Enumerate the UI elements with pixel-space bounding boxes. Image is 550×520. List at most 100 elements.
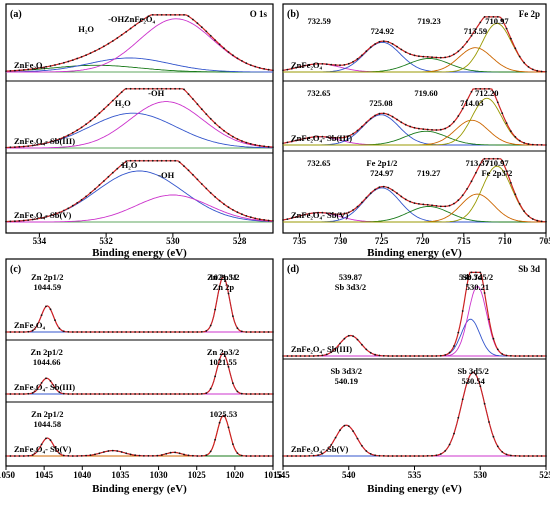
data-point xyxy=(435,205,438,207)
data-point xyxy=(174,14,177,16)
data-point xyxy=(365,450,368,452)
data-point xyxy=(431,204,433,207)
data-point xyxy=(479,385,482,388)
data-point xyxy=(466,99,468,102)
component-peak xyxy=(283,97,546,146)
data-point xyxy=(369,453,372,455)
data-point xyxy=(369,351,372,354)
data-point xyxy=(62,454,65,457)
data-point xyxy=(160,454,163,456)
data-point xyxy=(116,450,119,452)
data-point xyxy=(391,115,394,118)
data-point xyxy=(536,355,539,357)
peak-label: 724.97 xyxy=(370,168,394,178)
data-point xyxy=(27,392,30,395)
sample-label: ZnFe₂O₄ xyxy=(291,60,323,70)
data-point xyxy=(532,355,534,357)
peak-label: -OH xyxy=(108,14,124,24)
data-point xyxy=(152,393,154,395)
data-point xyxy=(36,217,38,220)
data-point xyxy=(439,354,442,357)
data-point xyxy=(396,455,398,457)
data-point xyxy=(374,188,376,191)
data-point xyxy=(107,450,110,452)
data-point xyxy=(475,271,477,274)
data-point xyxy=(426,203,429,206)
peak-label: 712.20 xyxy=(475,88,498,98)
data-point xyxy=(483,16,486,18)
data-point xyxy=(9,220,12,223)
data-point xyxy=(267,145,270,148)
data-point xyxy=(245,393,248,395)
data-point xyxy=(343,337,346,340)
data-point xyxy=(282,69,284,72)
data-point xyxy=(518,203,521,205)
data-point xyxy=(321,211,324,214)
data-point xyxy=(325,212,328,215)
data-point xyxy=(356,58,359,60)
data-point xyxy=(85,331,87,333)
data-point xyxy=(85,123,87,126)
data-point xyxy=(165,87,168,90)
data-point xyxy=(94,453,96,456)
data-point xyxy=(365,348,368,351)
data-point xyxy=(400,121,403,124)
data-point xyxy=(103,45,105,48)
data-point xyxy=(295,355,297,357)
x-tick-label: 1045 xyxy=(35,470,54,480)
data-point xyxy=(286,68,289,71)
data-point xyxy=(45,377,47,380)
data-point xyxy=(116,331,119,333)
data-point xyxy=(374,43,376,45)
data-point xyxy=(245,141,248,144)
data-point xyxy=(9,70,12,72)
panel-d: (d) Sb 3d 545 540 535 530 525 Binding energy (e… xyxy=(276,258,550,495)
data-point xyxy=(138,393,141,395)
data-point xyxy=(192,173,194,176)
data-point xyxy=(107,331,110,333)
data-point xyxy=(200,26,203,29)
data-point xyxy=(156,14,159,16)
peak-label: 713.37 xyxy=(466,158,490,168)
sample-label: ZnFe₂O₄- Sb(V) xyxy=(291,210,348,220)
data-point xyxy=(439,128,442,131)
data-point xyxy=(63,209,65,212)
panel-label: (b) xyxy=(287,9,299,20)
data-point xyxy=(178,87,181,90)
data-point xyxy=(143,455,145,457)
data-point xyxy=(214,39,217,41)
data-point xyxy=(156,454,159,457)
data-point xyxy=(200,455,203,457)
data-point xyxy=(178,393,181,395)
data-point xyxy=(232,315,234,317)
data-point xyxy=(58,211,61,214)
data-point xyxy=(89,331,92,333)
data-point xyxy=(214,122,217,125)
data-point xyxy=(290,455,293,457)
data-point xyxy=(518,355,521,357)
x-axis-label: Binding energy (eV) xyxy=(92,483,187,495)
peak-label: 1025.53 xyxy=(210,409,238,419)
data-point xyxy=(174,451,177,454)
data-point xyxy=(174,159,177,162)
data-point xyxy=(89,119,92,122)
data-point xyxy=(227,292,230,295)
data-point xyxy=(409,355,411,357)
data-point xyxy=(382,185,385,188)
data-point xyxy=(245,455,248,457)
data-point xyxy=(214,308,217,311)
data-point xyxy=(356,129,359,132)
data-point xyxy=(295,216,298,218)
data-point xyxy=(31,329,34,332)
data-point xyxy=(218,421,221,424)
data-point xyxy=(54,446,56,449)
data-point xyxy=(312,212,315,214)
component-peak xyxy=(283,22,547,73)
data-point xyxy=(205,392,208,394)
data-point xyxy=(111,393,114,395)
data-point xyxy=(426,128,429,131)
data-point xyxy=(138,21,141,23)
data-point xyxy=(426,355,429,357)
data-point xyxy=(334,436,337,439)
peak-label: ZnFe₂O₄ xyxy=(124,14,156,24)
